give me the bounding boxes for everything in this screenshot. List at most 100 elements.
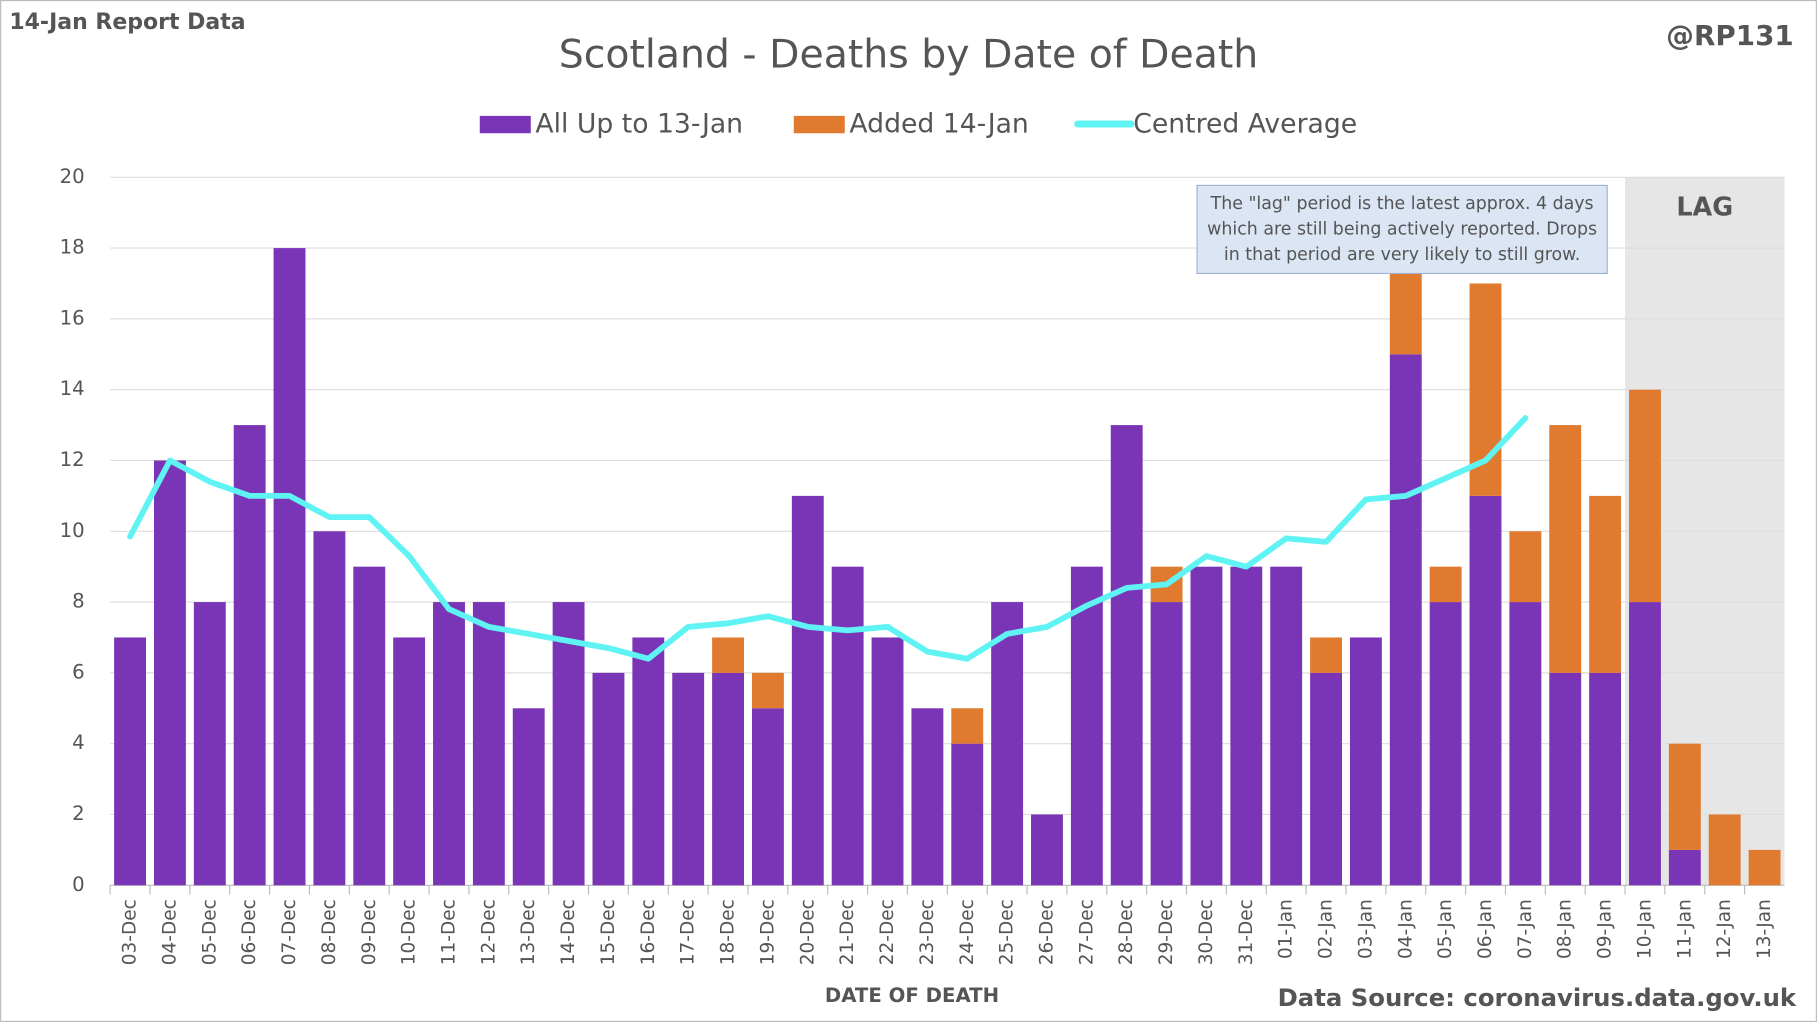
bar-segment (393, 637, 426, 886)
bar-segment (1509, 602, 1542, 886)
bar-segment (991, 602, 1024, 886)
y-tick-label: 12 (60, 448, 85, 471)
bar-segment (512, 708, 545, 886)
report-label: 14-Jan Report Data (9, 10, 245, 35)
bar-segment (1589, 495, 1622, 673)
x-tick-label: 03-Jan (1355, 899, 1376, 959)
bar-segment (1190, 566, 1223, 886)
bar-segment (1549, 672, 1582, 886)
bar-segment (472, 602, 505, 886)
legend-label: Centred Average (1133, 109, 1357, 140)
bar-segment (632, 637, 665, 886)
bar-segment (1748, 849, 1781, 886)
bar-segment (672, 672, 705, 886)
bar-segment (1310, 672, 1342, 886)
y-tick-label: 8 (72, 590, 85, 613)
x-tick-label: 09-Jan (1595, 899, 1616, 959)
bar-segment (1349, 637, 1382, 886)
bar-segment (1589, 672, 1622, 886)
bar-segment (592, 672, 625, 886)
y-tick-label: 10 (60, 519, 85, 542)
bar-segment (911, 708, 944, 886)
x-tick-label: 23-Dec (917, 899, 938, 965)
bar-segment (153, 460, 186, 886)
bar-segment (1110, 425, 1143, 886)
bar-segment (313, 531, 346, 886)
bar-segment (1708, 814, 1741, 886)
legend-label: Added 14-Jan (849, 109, 1028, 140)
bar-segment (1668, 743, 1701, 850)
x-tick-label: 05-Jan (1435, 899, 1456, 959)
bar-segment (1629, 389, 1661, 603)
x-tick-label: 27-Dec (1076, 899, 1097, 965)
bar-segment (1668, 849, 1701, 886)
x-tick-label: 12-Dec (478, 899, 499, 965)
x-tick-label: 22-Dec (877, 899, 898, 965)
x-tick-label: 04-Jan (1395, 899, 1416, 959)
x-tick-label: 28-Dec (1116, 899, 1137, 965)
x-tick-label: 09-Dec (359, 899, 380, 965)
legend-label: All Up to 13-Jan (535, 109, 743, 140)
x-tick-label: 01-Jan (1276, 899, 1297, 959)
x-tick-label: 20-Dec (797, 899, 818, 965)
x-tick-label: 02-Jan (1316, 899, 1337, 959)
bar-segment (233, 425, 266, 886)
x-tick-label: 13-Dec (518, 899, 539, 965)
x-tick-label: 16-Dec (638, 899, 659, 965)
x-tick-label: 18-Dec (718, 899, 739, 965)
y-tick-label: 4 (72, 731, 85, 754)
x-tick-label: 31-Dec (1236, 899, 1257, 965)
handle: @RP131 (1666, 19, 1794, 52)
x-tick-label: 17-Dec (678, 899, 699, 965)
y-tick-label: 0 (72, 873, 85, 896)
bar-segment (273, 248, 306, 886)
legend-swatch (479, 115, 531, 134)
x-tick-label: 11-Jan (1674, 899, 1695, 959)
y-tick-label: 20 (60, 165, 85, 188)
x-tick-label: 26-Dec (1036, 899, 1057, 965)
bar-segment (751, 708, 784, 886)
bar-segment (1509, 531, 1542, 603)
bar-segment (791, 495, 824, 886)
bar-segment (712, 672, 745, 886)
x-tick-label: 03-Dec (120, 899, 141, 965)
x-tick-label: 05-Dec (199, 899, 220, 965)
bar-segment (751, 672, 784, 709)
y-tick-label: 18 (60, 236, 85, 259)
bar-segment (1469, 495, 1502, 886)
bar-segment (951, 708, 984, 744)
bar-segment (552, 602, 585, 886)
annotation-text: in that period are very likely to still … (1224, 245, 1580, 265)
bar-segment (193, 602, 226, 886)
bar-segment (1549, 425, 1582, 673)
bar-segment (1230, 566, 1263, 886)
source: Data Source: coronavirus.data.gov.uk (1278, 983, 1797, 1012)
x-tick-label: 08-Dec (319, 899, 340, 965)
bar-segment (712, 637, 745, 673)
x-tick-label: 10-Dec (399, 899, 420, 965)
bar-segment (1031, 814, 1063, 886)
x-tick-label: 13-Jan (1754, 899, 1775, 959)
annotation-text: The "lag" period is the latest approx. 4… (1210, 194, 1594, 214)
y-tick-label: 6 (72, 660, 85, 683)
x-tick-label: 30-Dec (1196, 899, 1217, 965)
x-tick-label: 12-Jan (1714, 899, 1735, 959)
chart-title: Scotland - Deaths by Date of Death (559, 31, 1259, 77)
bar-segment (951, 743, 984, 886)
bar-segment (1629, 602, 1661, 886)
x-tick-label: 11-Dec (438, 899, 459, 965)
x-tick-label: 24-Dec (957, 899, 978, 965)
bar-segment (114, 637, 147, 886)
x-tick-label: 14-Dec (558, 899, 579, 965)
bar-segment (353, 566, 386, 886)
lag-label: LAG (1676, 193, 1733, 223)
bar-segment (1310, 637, 1342, 673)
bar-segment (1389, 354, 1422, 886)
x-tick-label: 10-Jan (1634, 899, 1655, 959)
bar-segment (1070, 566, 1103, 886)
average-line (127, 415, 1529, 662)
y-tick-label: 2 (72, 802, 85, 825)
